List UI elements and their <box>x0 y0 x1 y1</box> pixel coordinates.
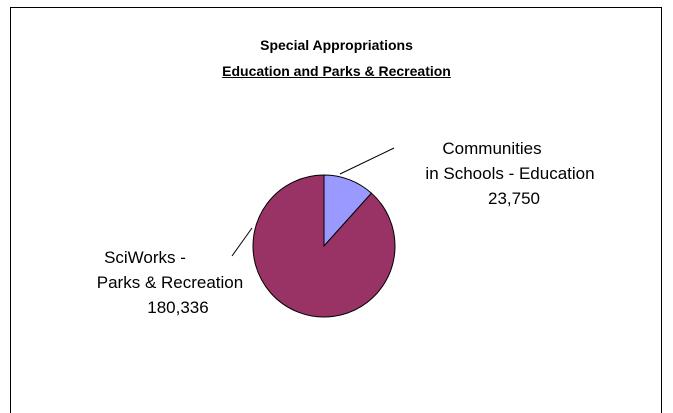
label-sciworks-line1: SciWorks - <box>104 248 186 267</box>
label-sciworks-line2: Parks & Recreation <box>97 273 243 292</box>
chart-subtitle-text: Education and Parks & Recreation <box>222 63 451 79</box>
chart-title: Special Appropriations <box>260 37 413 53</box>
pie-slice-sciworks <box>252 174 396 318</box>
label-communities-line2: in Schools - Education <box>425 164 594 183</box>
label-communities-line1: Communities <box>442 139 541 158</box>
leader-line-sciworks <box>231 227 253 257</box>
chart-subtitle: Education and Parks & Recreation <box>0 63 673 79</box>
leader-line-communities <box>339 147 395 175</box>
label-sciworks-value: 180,336 <box>147 298 208 317</box>
label-communities-value: 23,750 <box>488 189 540 208</box>
